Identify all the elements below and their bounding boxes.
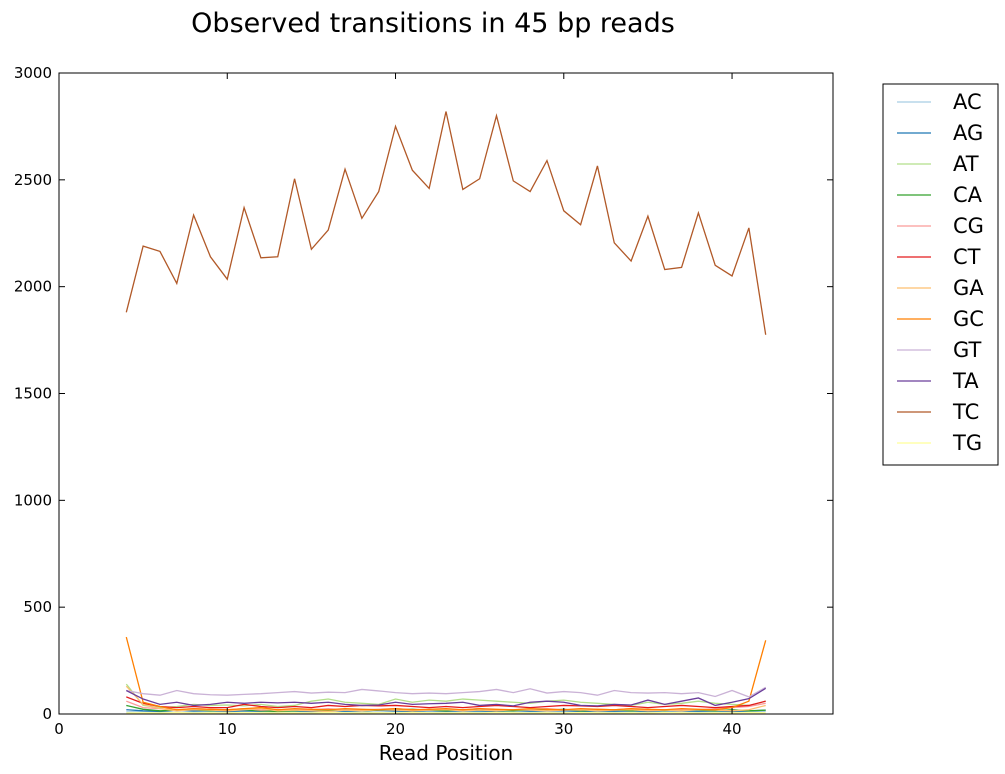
legend: AC AG AT CA CG CT GA GC GT TA TC TG bbox=[882, 83, 999, 466]
legend-item-gt: GT bbox=[897, 338, 982, 362]
x-tick-label: 10 bbox=[218, 720, 237, 738]
series-line-ct bbox=[126, 696, 766, 709]
y-tick-label: 1500 bbox=[14, 385, 52, 403]
x-axis: 0 10 20 30 40 bbox=[54, 73, 742, 738]
legend-label: GT bbox=[953, 338, 982, 362]
legend-label: CG bbox=[953, 214, 984, 238]
legend-item-tc: TC bbox=[897, 400, 979, 424]
y-tick-label: 0 bbox=[42, 705, 52, 723]
x-tick-label: 20 bbox=[386, 720, 405, 738]
y-axis: 0 500 1000 1500 2000 2500 3000 bbox=[14, 64, 833, 723]
legend-item-at: AT bbox=[897, 152, 979, 176]
series-line-gt bbox=[126, 686, 767, 698]
legend-item-ga: GA bbox=[897, 276, 984, 300]
x-axis-label: Read Position bbox=[379, 741, 513, 765]
x-tick-label: 30 bbox=[554, 720, 573, 738]
legend-item-cg: CG bbox=[897, 214, 984, 238]
y-tick-label: 3000 bbox=[14, 64, 52, 82]
legend-frame bbox=[882, 83, 999, 466]
legend-label: TC bbox=[952, 400, 979, 424]
legend-label: GA bbox=[953, 276, 984, 300]
series-line-tc bbox=[125, 111, 767, 335]
series-line-ta bbox=[126, 687, 767, 707]
legend-label: AT bbox=[953, 152, 979, 176]
legend-label: TG bbox=[952, 431, 982, 455]
legend-label: GC bbox=[953, 307, 984, 331]
y-tick-label: 500 bbox=[23, 598, 52, 616]
series-line-ga bbox=[125, 685, 766, 713]
series-line-at bbox=[125, 683, 766, 709]
legend-label: AC bbox=[953, 90, 982, 114]
legend-item-ag: AG bbox=[897, 121, 983, 145]
legend-item-ta: TA bbox=[897, 369, 979, 393]
legend-label: CA bbox=[953, 183, 983, 207]
chart-title: Observed transitions in 45 bp reads bbox=[191, 8, 675, 39]
legend-item-ac: AC bbox=[897, 90, 982, 114]
legend-label: CT bbox=[953, 245, 981, 269]
legend-label: TA bbox=[952, 369, 979, 393]
plot-lines bbox=[125, 111, 767, 714]
legend-label: AG bbox=[953, 121, 983, 145]
y-tick-label: 2000 bbox=[14, 278, 52, 296]
legend-item-gc: GC bbox=[897, 307, 984, 331]
series-line-gc bbox=[125, 636, 767, 711]
y-tick-label: 1000 bbox=[14, 491, 52, 509]
x-tick-label: 0 bbox=[54, 720, 64, 738]
y-tick-label: 2500 bbox=[14, 171, 52, 189]
legend-item-ca: CA bbox=[897, 183, 983, 207]
legend-item-tg: TG bbox=[897, 431, 982, 455]
legend-item-ct: CT bbox=[897, 245, 981, 269]
plot-frame bbox=[58, 72, 834, 715]
x-tick-label: 40 bbox=[722, 720, 741, 738]
